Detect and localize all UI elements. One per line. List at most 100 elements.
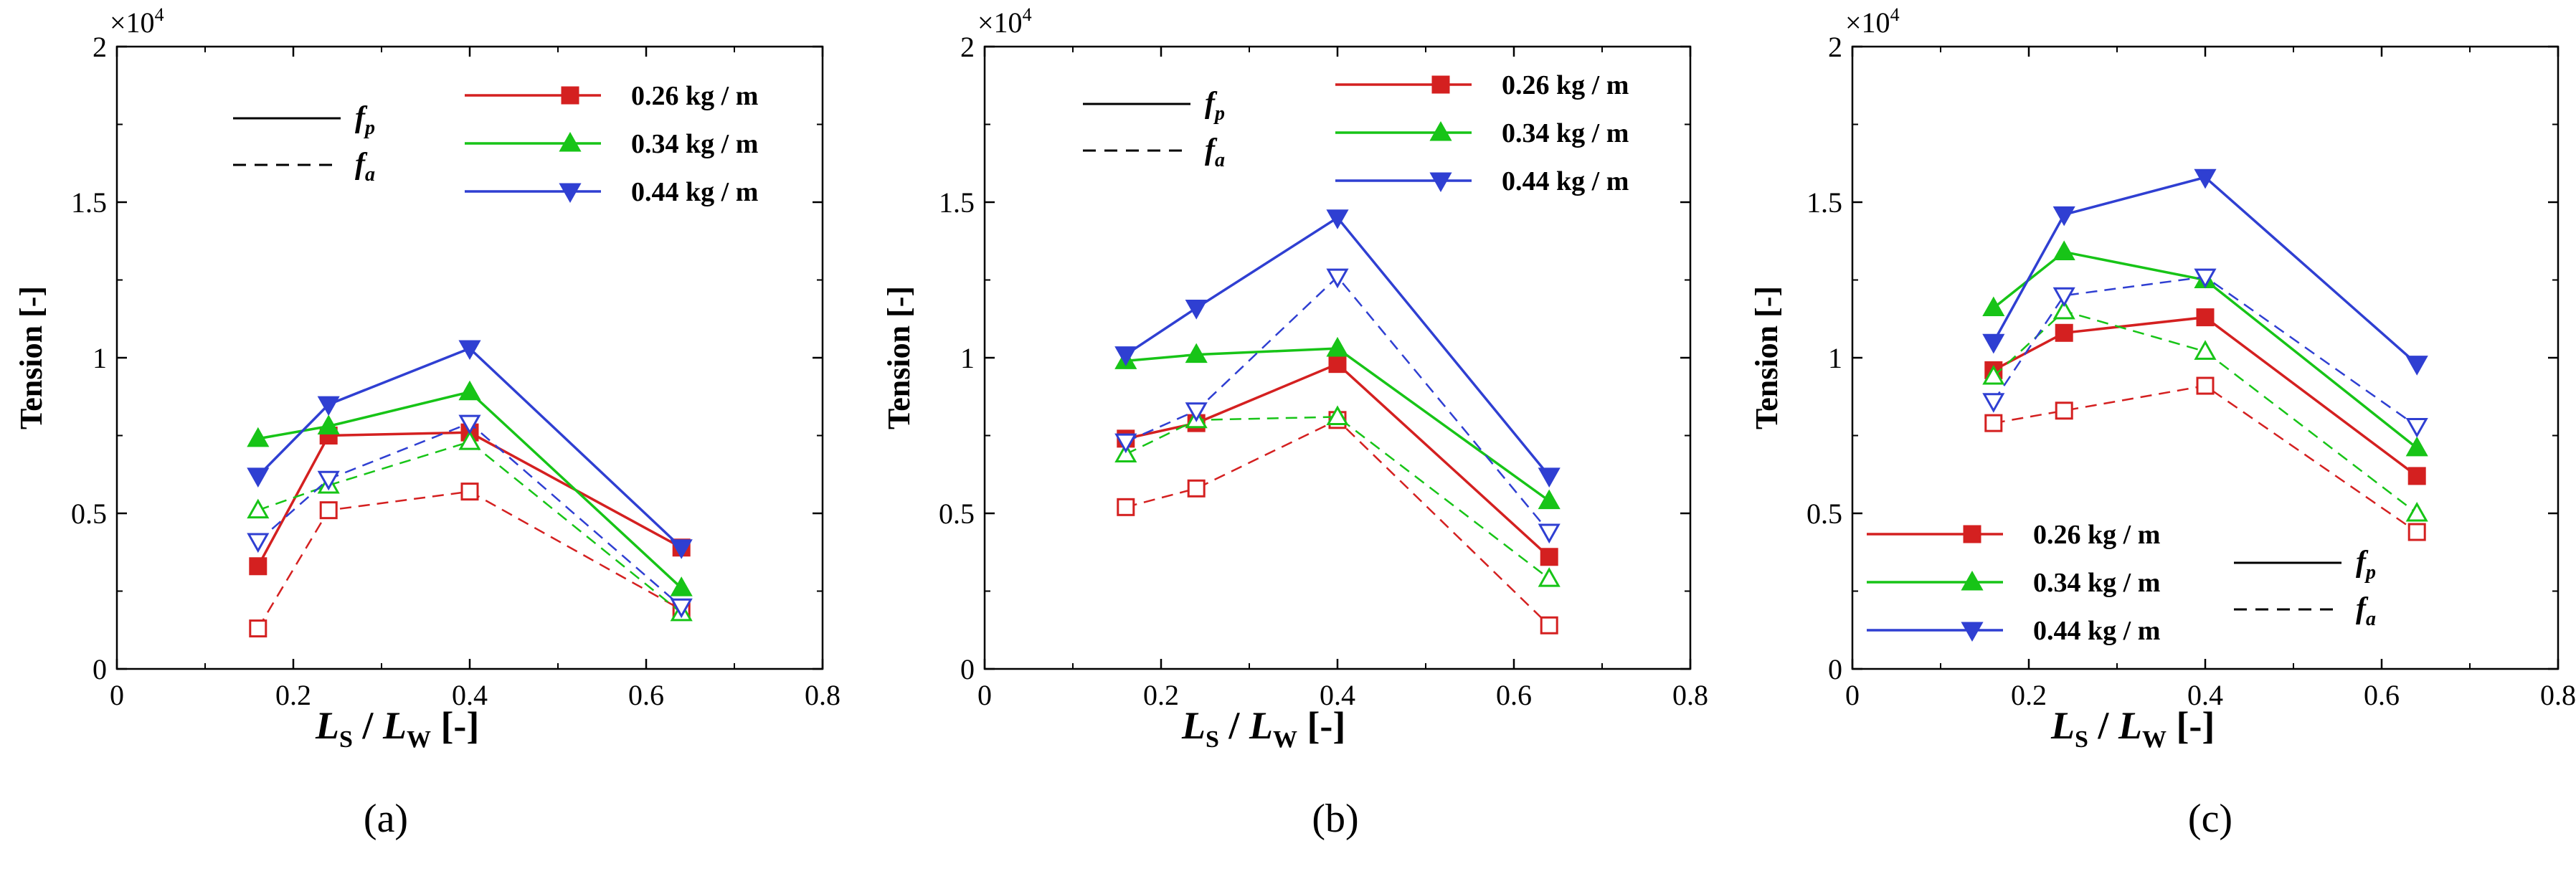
data-point bbox=[1538, 567, 1561, 587]
series-line bbox=[1124, 216, 1550, 477]
series-f_a-3 bbox=[249, 483, 691, 638]
series-line bbox=[1125, 275, 1550, 533]
line-style-key-label: fa bbox=[2356, 592, 2376, 630]
data-point bbox=[2405, 436, 2428, 457]
series-line bbox=[257, 422, 683, 608]
chart-panel-1: 0 0.2 0.4 0.6 0.8 0 0.5 1 1.5 2×104 Tension [-] LS … bbox=[14, 4, 840, 841]
line-style-key-label: fa bbox=[355, 148, 375, 186]
legend-label: 0.44 kg / m bbox=[631, 177, 758, 207]
data-point bbox=[2052, 287, 2075, 308]
data-point bbox=[2405, 356, 2428, 376]
y-tick-label: 0.5 bbox=[71, 498, 107, 530]
x-tick-label: 0.6 bbox=[2364, 679, 2400, 711]
data-point bbox=[247, 427, 270, 447]
y-tick-label: 2 bbox=[93, 31, 107, 63]
x-tick-label: 0.6 bbox=[1496, 679, 1532, 711]
series-f_p-0 bbox=[1984, 308, 2426, 485]
series-f_p-2 bbox=[1982, 168, 2428, 376]
data-point bbox=[317, 414, 340, 434]
data-point bbox=[670, 539, 693, 559]
data-point bbox=[1982, 296, 2005, 317]
data-point bbox=[1326, 405, 1349, 425]
x-tick-label: 0.4 bbox=[1320, 679, 1355, 711]
data-point bbox=[2405, 417, 2428, 438]
data-point bbox=[1185, 300, 1208, 320]
series-f_a-4 bbox=[1982, 299, 2428, 522]
panel-label: (b) bbox=[1312, 797, 1358, 841]
data-point bbox=[247, 533, 270, 553]
data-point bbox=[670, 576, 693, 597]
data-point bbox=[317, 470, 340, 491]
data-point bbox=[2052, 299, 2075, 320]
data-point bbox=[319, 501, 338, 520]
data-point bbox=[2052, 206, 2075, 227]
legend-label: 0.26 kg / m bbox=[1502, 70, 1629, 100]
data-point bbox=[2194, 268, 2217, 289]
x-tick-label: 0.8 bbox=[1672, 679, 1708, 711]
data-point bbox=[2055, 401, 2073, 420]
chart-panel-3: 0 0.2 0.4 0.6 0.8 0 0.5 1 1.5 2×104 Tension [-] LS … bbox=[1749, 4, 2576, 841]
series-line bbox=[257, 390, 683, 589]
data-point bbox=[2196, 376, 2215, 395]
y-tick-label: 0 bbox=[960, 653, 975, 685]
data-point bbox=[1326, 336, 1349, 357]
data-point bbox=[2194, 340, 2217, 360]
y-tick-label: 1 bbox=[960, 342, 975, 374]
y-tick-label: 2 bbox=[1828, 31, 1842, 63]
series-line bbox=[1125, 362, 1550, 559]
legend-label: 0.34 kg / m bbox=[631, 129, 758, 159]
data-point bbox=[1117, 498, 1135, 516]
data-point bbox=[1328, 355, 1347, 374]
series-line bbox=[1992, 310, 2418, 514]
series-f_a-5 bbox=[1114, 268, 1561, 544]
data-point bbox=[317, 396, 340, 417]
legend-label: 0.26 kg / m bbox=[631, 81, 758, 111]
series-line bbox=[1125, 419, 1550, 627]
data-point bbox=[2055, 323, 2073, 342]
y-tick-label: 1 bbox=[93, 342, 107, 374]
series-f_p-2 bbox=[247, 340, 693, 559]
data-point bbox=[1538, 489, 1561, 510]
legend-label: 0.26 kg / m bbox=[2033, 520, 2160, 550]
legend-marker bbox=[1431, 75, 1450, 94]
panel-label: (c) bbox=[2188, 797, 2232, 841]
y-tick-label: 2 bbox=[960, 31, 975, 63]
series-f_a-5 bbox=[247, 414, 693, 619]
x-tick-label: 0.4 bbox=[452, 679, 488, 711]
x-tick-label: 0.8 bbox=[805, 679, 840, 711]
y-tick-label: 1.5 bbox=[939, 186, 975, 219]
series-line bbox=[1992, 275, 2418, 427]
data-point bbox=[2405, 501, 2428, 522]
x-tick-label: 0.4 bbox=[2187, 679, 2223, 711]
series-line bbox=[1992, 315, 2418, 477]
x-tick-label: 0.2 bbox=[1143, 679, 1179, 711]
line-style-key-label: fp bbox=[1205, 87, 1225, 125]
line-style-key-label: fa bbox=[1205, 133, 1225, 171]
data-point bbox=[2196, 308, 2215, 327]
legend-marker bbox=[559, 131, 582, 152]
data-point bbox=[1540, 548, 1558, 566]
legend-marker bbox=[1429, 120, 1452, 141]
series-line bbox=[1993, 384, 2418, 533]
x-axis-label: LS / LW [-] bbox=[315, 704, 479, 753]
data-point bbox=[458, 414, 481, 435]
x-tick-label: 0.8 bbox=[2540, 679, 2576, 711]
series-line bbox=[1992, 176, 2418, 365]
series-line bbox=[257, 440, 682, 614]
data-point bbox=[1982, 333, 2005, 354]
axis-multiplier: ×104 bbox=[977, 4, 1032, 39]
data-point bbox=[2052, 240, 2075, 260]
series-f_a-4 bbox=[1114, 405, 1561, 587]
line-style-key-label: fp bbox=[355, 101, 375, 139]
chart-panel-2: 0 0.2 0.4 0.6 0.8 0 0.5 1 1.5 2×104 Tension [-] LS … bbox=[881, 4, 1708, 841]
data-point bbox=[458, 340, 481, 361]
data-point bbox=[1538, 467, 1561, 488]
panel-label: (a) bbox=[364, 797, 408, 841]
data-point bbox=[1538, 523, 1561, 544]
x-axis-label: LS / LW [-] bbox=[2050, 704, 2215, 753]
y-tick-label: 1 bbox=[1828, 342, 1842, 374]
data-point bbox=[1984, 414, 2003, 432]
y-axis-label: Tension [-] bbox=[881, 286, 917, 429]
data-point bbox=[1114, 433, 1137, 454]
